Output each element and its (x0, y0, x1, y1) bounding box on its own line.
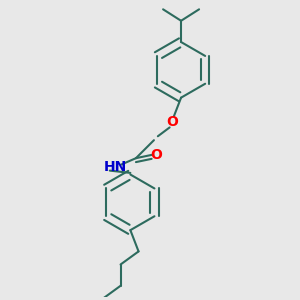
Text: HN: HN (104, 160, 127, 174)
Text: O: O (150, 148, 162, 162)
Text: O: O (166, 115, 178, 129)
